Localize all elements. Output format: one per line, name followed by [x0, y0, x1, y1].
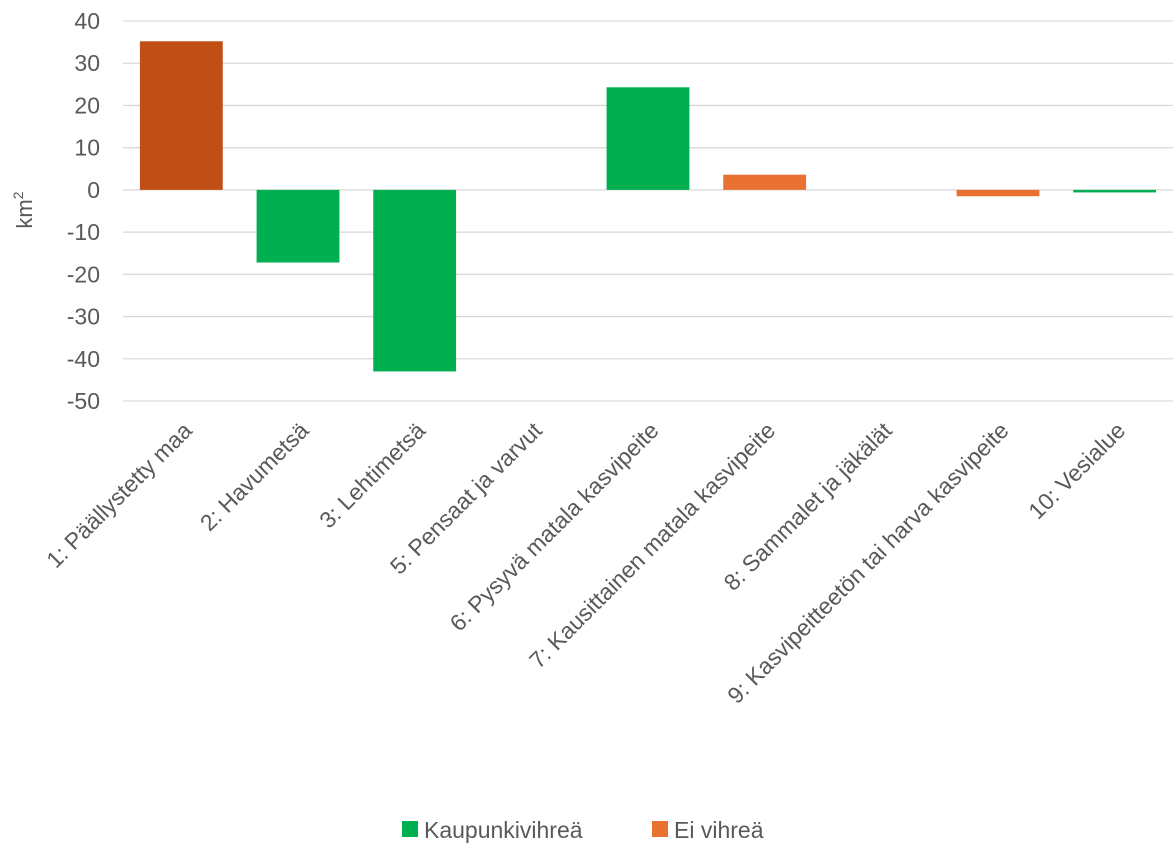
- x-category-label: 2: Havumetsä: [195, 417, 314, 536]
- y-tick-label: 30: [74, 50, 100, 76]
- y-tick-labels: 40 30 20 10 0 -10 -20 -30 -40 -50: [67, 8, 100, 414]
- y-tick-label: -40: [67, 346, 100, 372]
- y-axis-label: km2: [10, 191, 37, 228]
- x-category-label: 1: Päällystetty maa: [41, 417, 197, 573]
- x-category-label: 6: Pysyvä matala kasvipeite: [444, 417, 663, 636]
- y-tick-label: -10: [67, 219, 100, 245]
- y-tick-label: 10: [74, 135, 100, 161]
- bar: [256, 189, 340, 263]
- bar: [723, 174, 807, 190]
- y-tick-label: 40: [74, 8, 100, 34]
- y-tick-label: -50: [67, 388, 100, 414]
- legend-swatch: [402, 821, 418, 837]
- bar: [1073, 189, 1157, 193]
- bar: [373, 189, 457, 372]
- legend-label: Kaupunkivihreä: [424, 817, 583, 843]
- y-tick-label: -20: [67, 261, 100, 287]
- legend-swatch: [652, 821, 668, 837]
- bar: [606, 87, 690, 190]
- legend-label: Ei vihreä: [674, 817, 764, 843]
- x-category-label: 3: Lehtimetsä: [314, 417, 430, 533]
- legend: Kaupunkivihreä Ei vihreä: [402, 817, 764, 843]
- y-tick-label: -30: [67, 304, 100, 330]
- y-tick-label: 0: [87, 177, 100, 203]
- bar: [139, 41, 223, 190]
- bar: [956, 189, 1040, 197]
- bars: [139, 41, 1157, 372]
- y-tick-label: 20: [74, 92, 100, 118]
- x-category-label: 10: Vesialue: [1023, 417, 1130, 524]
- x-category-label: 7: Kausittainen matala kasvipeite: [524, 417, 780, 673]
